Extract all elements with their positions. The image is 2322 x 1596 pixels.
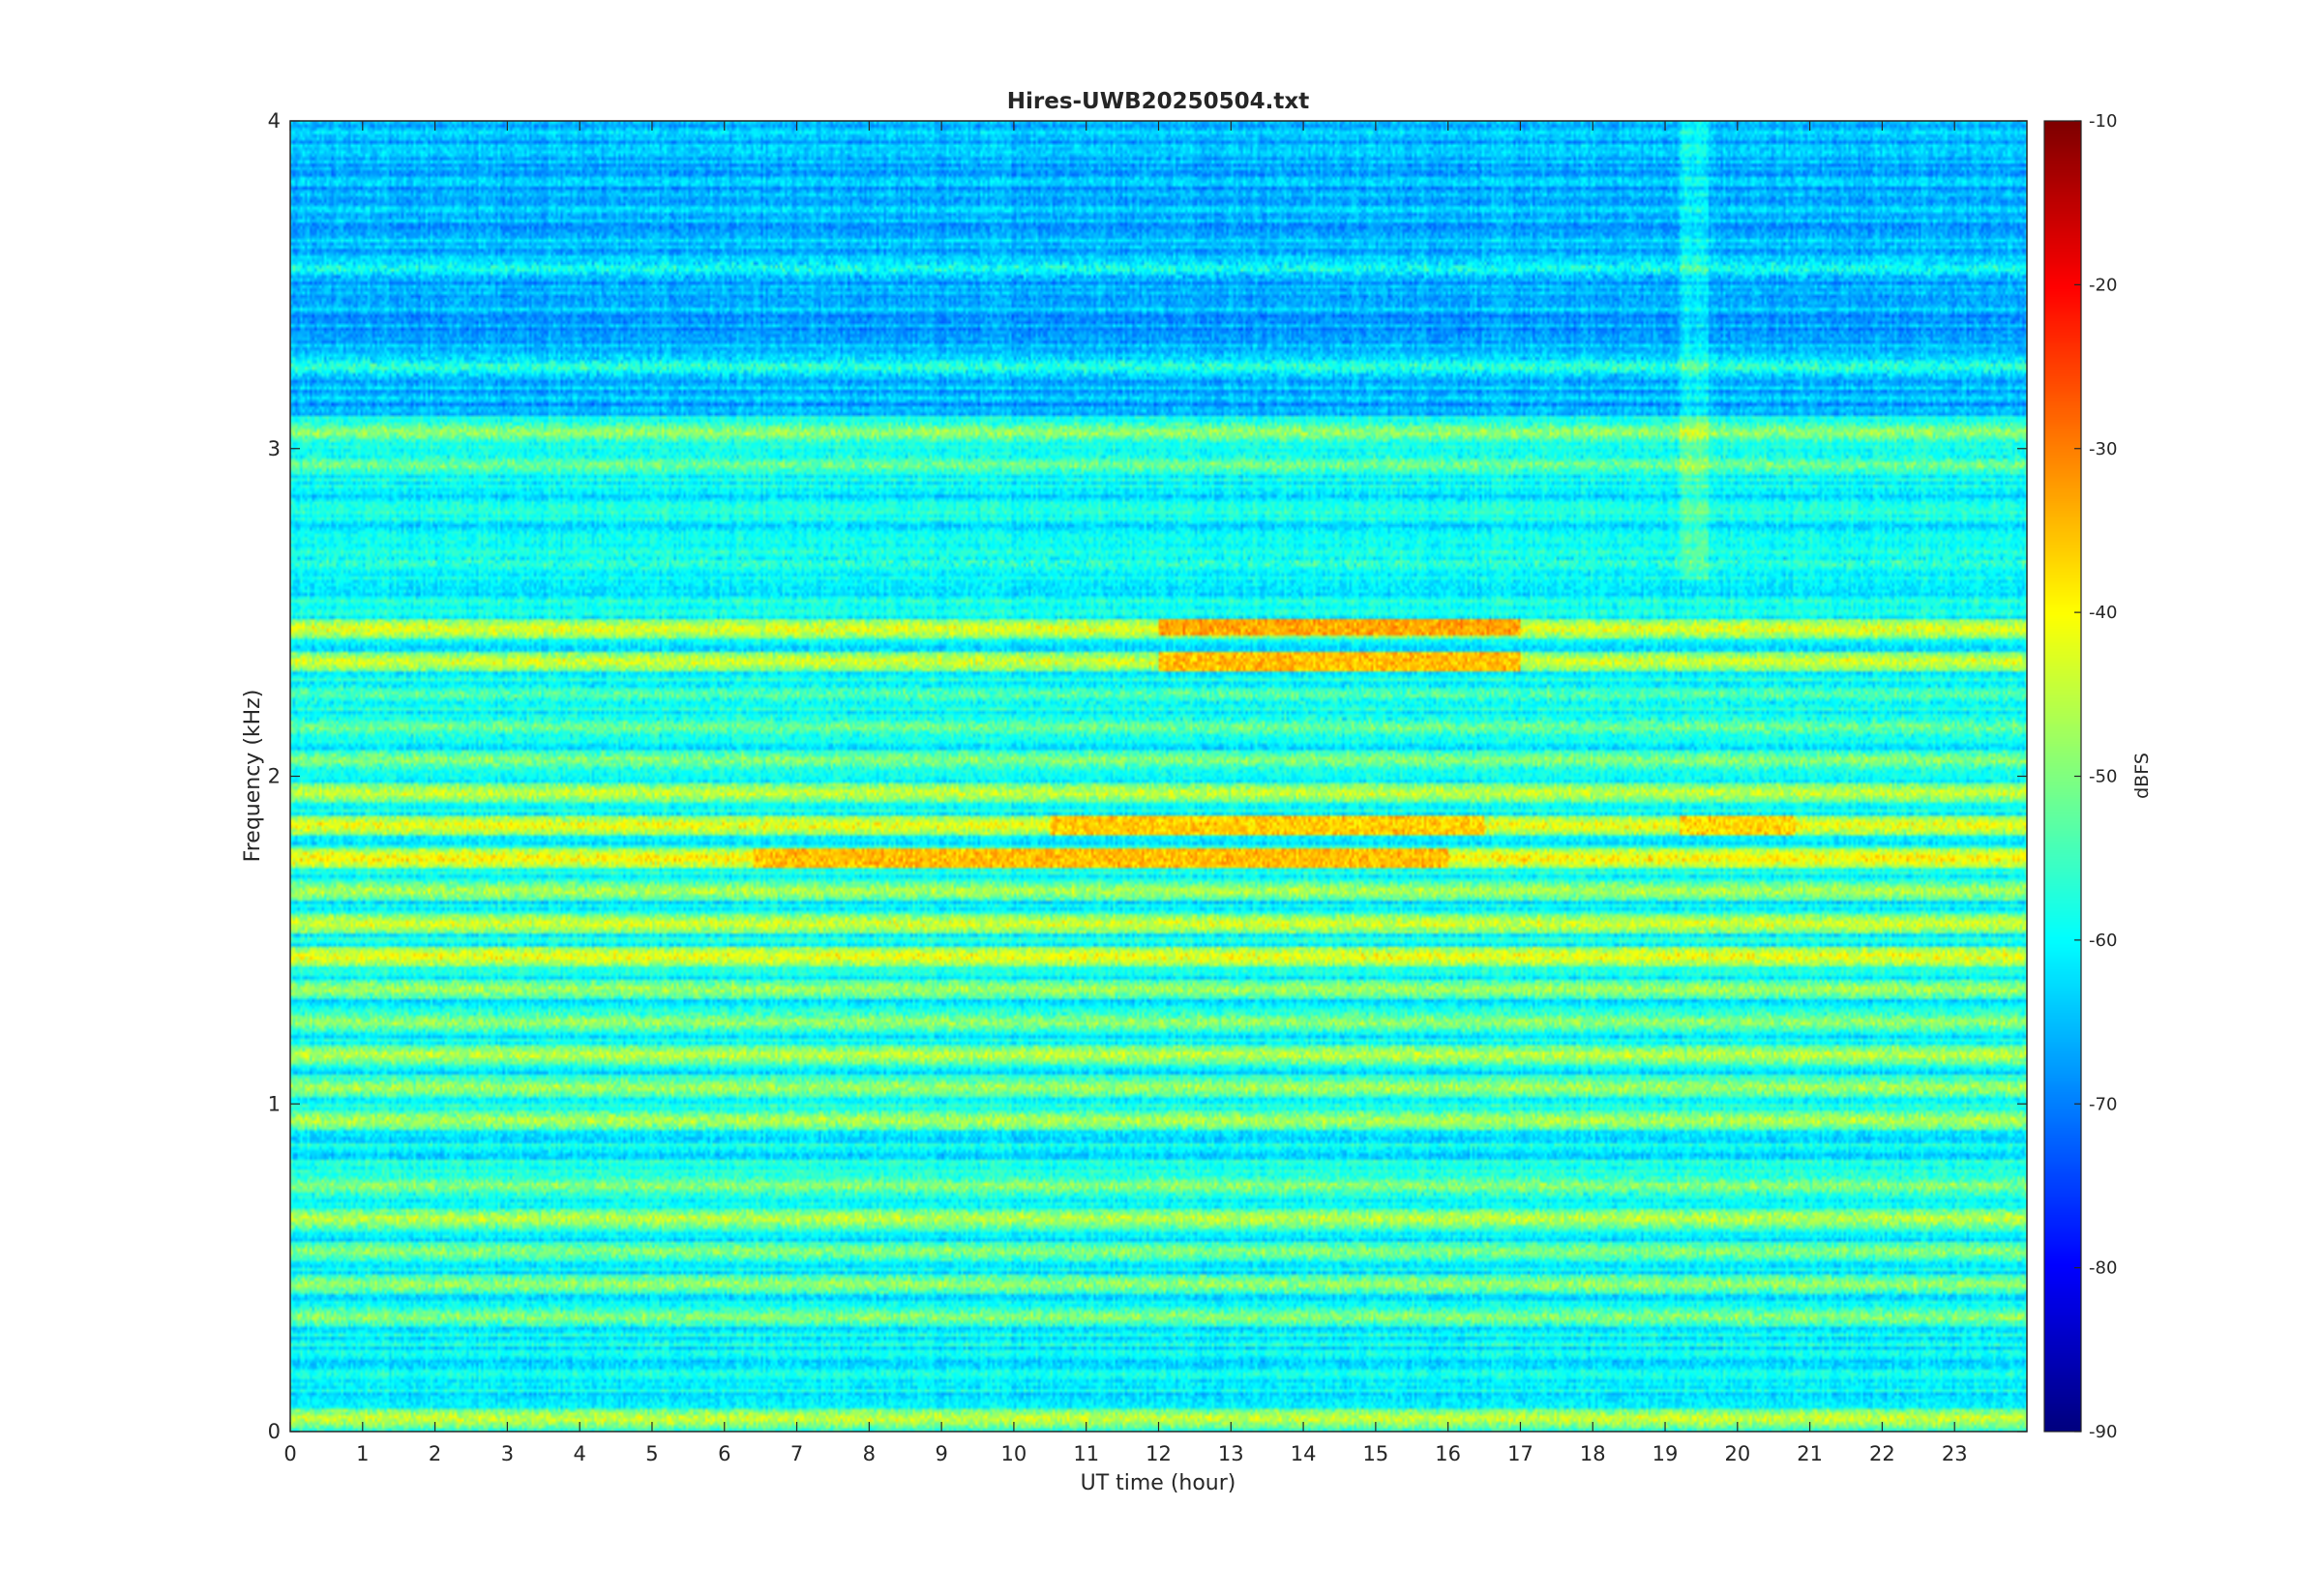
- colorbar-tick-label: -70: [2089, 1094, 2117, 1114]
- y-axis: 0 1 2 3 4: [268, 109, 2027, 1443]
- plot-frame: [289, 120, 2028, 1433]
- x-tick-label: 4: [573, 1442, 585, 1465]
- y-tick-label: 4: [268, 109, 281, 133]
- x-tick-label: 7: [790, 1442, 803, 1465]
- x-tick-label: 17: [1507, 1442, 1533, 1465]
- spectrogram-heatmap: [290, 121, 2027, 1432]
- colorbar-tick-label: -20: [2089, 275, 2117, 295]
- x-tick-label: 22: [1869, 1442, 1895, 1465]
- colorbar-label: dBFS: [2131, 753, 2153, 799]
- x-axis-label: UT time (hour): [1081, 1471, 1236, 1495]
- x-tick-label: 6: [718, 1442, 730, 1465]
- x-tick-label: 13: [1218, 1442, 1244, 1465]
- colorbar-tick-label: -90: [2089, 1422, 2117, 1442]
- x-tick-label: 21: [1797, 1442, 1823, 1465]
- y-tick-label: 3: [268, 437, 281, 460]
- x-tick-label: 12: [1146, 1442, 1172, 1465]
- colorbar-tick-label: -10: [2089, 111, 2117, 132]
- x-tick-label: 18: [1580, 1442, 1606, 1465]
- colorbar-tick-label: -80: [2089, 1258, 2117, 1279]
- x-tick-label: 19: [1652, 1442, 1679, 1465]
- x-tick-label: 11: [1073, 1442, 1099, 1465]
- y-tick-label: 1: [268, 1092, 281, 1115]
- spectrogram-plot-area: [290, 121, 2027, 1432]
- x-tick-label: 8: [863, 1442, 876, 1465]
- colorbar-axis: -10 -20 -30 -40 -50 -60 -70 -80 -90: [2074, 111, 2117, 1442]
- x-tick-label: 20: [1724, 1442, 1750, 1465]
- colorbar-tick-label: -40: [2089, 603, 2117, 623]
- x-tick-label: 0: [283, 1442, 296, 1465]
- x-axis: 0 1 2 3 4 5 6 7 8 9 10 11 12 13 14 15 16 17 18 19 20 21 22 23: [283, 121, 1968, 1465]
- x-tick-label: 2: [429, 1442, 441, 1465]
- x-tick-label: 15: [1363, 1442, 1389, 1465]
- x-tick-label: 16: [1435, 1442, 1461, 1465]
- x-tick-label: 9: [935, 1442, 947, 1465]
- x-tick-label: 1: [356, 1442, 369, 1465]
- colorbar-tick-label: -50: [2089, 767, 2117, 787]
- x-tick-label: 14: [1291, 1442, 1317, 1465]
- x-tick-label: 3: [501, 1442, 514, 1465]
- colorbar-tick-label: -30: [2089, 439, 2117, 459]
- x-tick-label: 5: [645, 1442, 658, 1465]
- y-tick-label: 0: [268, 1420, 281, 1443]
- chart-title: Hires-UWB20250504.txt: [1007, 89, 1309, 114]
- y-axis-label: Frequency (kHz): [241, 690, 265, 863]
- colorbar-tick-label: -60: [2089, 931, 2117, 951]
- y-tick-label: 2: [268, 765, 281, 788]
- x-tick-label: 23: [1942, 1442, 1968, 1465]
- x-tick-label: 10: [1001, 1442, 1027, 1465]
